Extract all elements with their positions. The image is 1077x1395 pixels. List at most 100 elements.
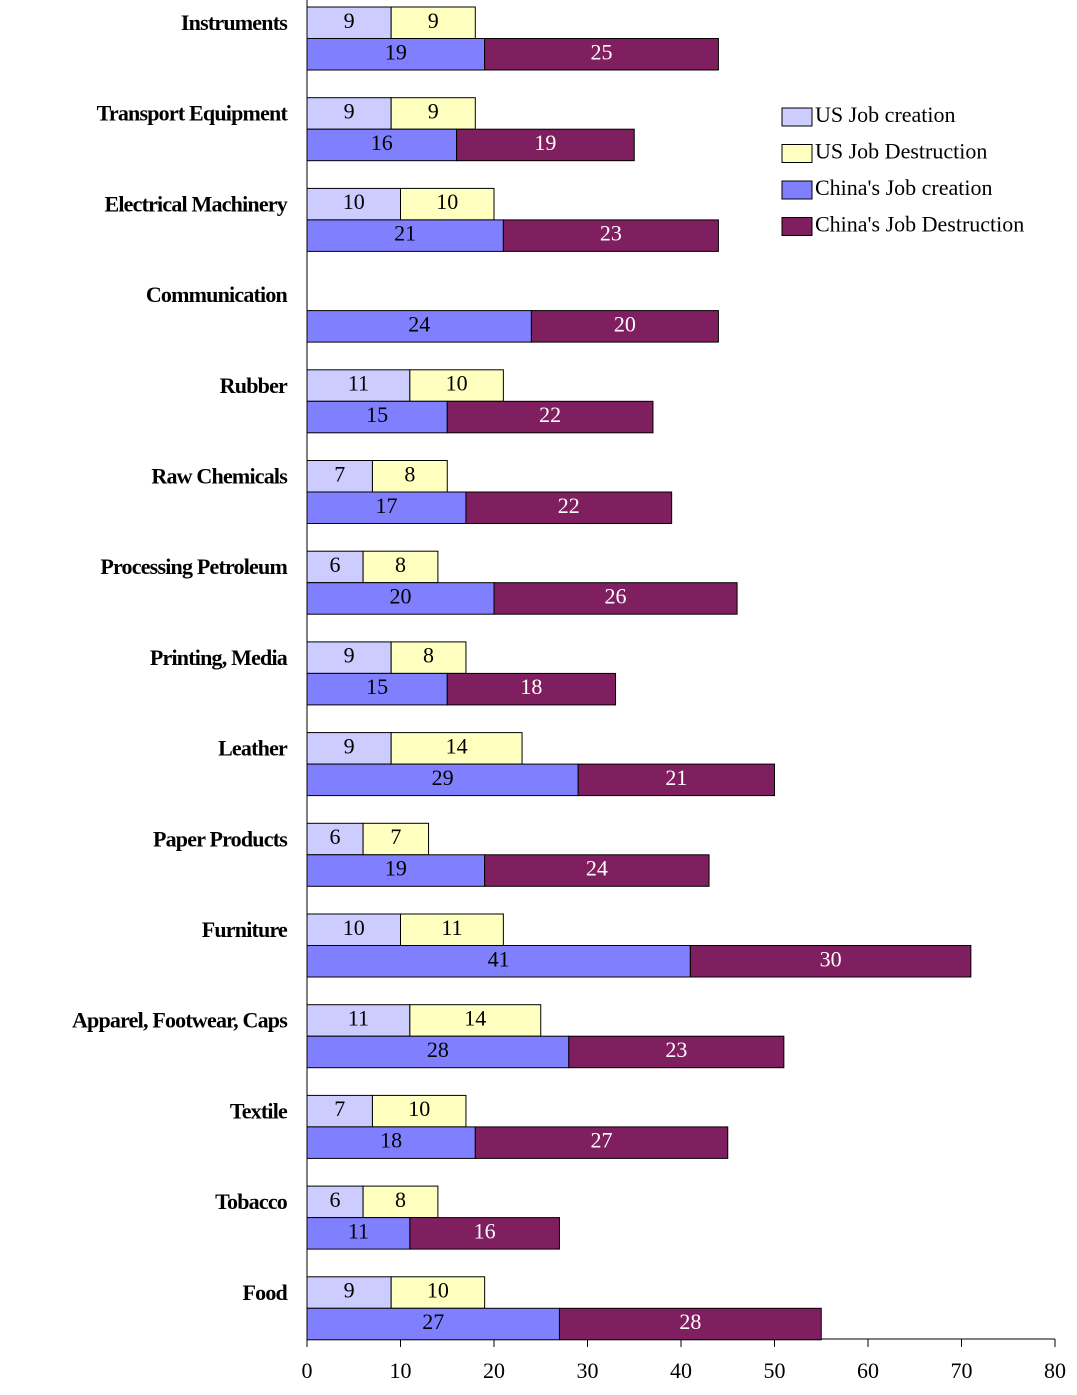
data-label: 27 <box>422 1309 444 1334</box>
data-label: 23 <box>600 221 622 246</box>
bar <box>306 310 532 343</box>
x-tick-label: 20 <box>483 1358 505 1383</box>
data-label: 22 <box>539 402 561 427</box>
data-label: 17 <box>375 493 397 518</box>
bar <box>306 1217 411 1250</box>
bar <box>371 1094 467 1128</box>
data-label: 6 <box>330 1187 341 1212</box>
bar <box>446 672 617 706</box>
bar <box>474 1126 729 1159</box>
data-label: 9 <box>344 8 355 33</box>
data-label: 9 <box>428 8 439 33</box>
bar <box>306 1094 373 1128</box>
category-label: Apparel, Footwear, Caps <box>72 1008 288 1033</box>
bar <box>306 128 458 162</box>
bar <box>306 400 448 434</box>
data-label: 10 <box>436 189 458 214</box>
data-label: 7 <box>390 824 401 849</box>
category-label: Tobacco <box>215 1189 288 1214</box>
x-tick-label: 60 <box>857 1358 879 1383</box>
x-tick-label: 70 <box>951 1358 973 1383</box>
bar <box>306 550 364 584</box>
x-tick-label: 80 <box>1044 1358 1066 1383</box>
bar <box>371 460 448 493</box>
data-label: 11 <box>348 1005 369 1030</box>
bar <box>306 854 486 887</box>
bar <box>577 763 776 797</box>
data-label: 14 <box>446 733 468 758</box>
data-label: 11 <box>441 915 462 940</box>
data-label: 11 <box>348 371 369 396</box>
category-label: Transport Equipment <box>97 101 289 126</box>
data-label: 8 <box>404 461 415 486</box>
data-label: 19 <box>385 856 407 881</box>
bar <box>456 128 635 162</box>
category-label: Communication <box>146 282 288 307</box>
data-label: 26 <box>605 583 627 608</box>
legend-label: US Job Destruction <box>815 139 987 164</box>
data-label: 8 <box>423 643 434 668</box>
category-label: Printing, Media <box>150 645 288 670</box>
data-label: 7 <box>334 461 345 486</box>
data-label: 9 <box>344 98 355 123</box>
data-label: 10 <box>408 1096 430 1121</box>
category-label: Raw Chemicals <box>151 464 288 489</box>
legend-swatch <box>781 180 813 200</box>
data-label: 10 <box>343 915 365 940</box>
bar <box>558 1307 822 1341</box>
bar <box>306 913 401 946</box>
bar <box>362 1185 439 1219</box>
data-label: 28 <box>427 1037 449 1062</box>
data-label: 16 <box>371 130 393 155</box>
data-label: 11 <box>348 1218 369 1243</box>
bar <box>306 763 579 797</box>
bar <box>306 1185 364 1219</box>
bar <box>689 945 972 978</box>
data-label: 30 <box>820 946 842 971</box>
data-label: 7 <box>334 1096 345 1121</box>
category-label: Food <box>243 1280 288 1305</box>
bar <box>493 582 738 615</box>
bar <box>306 369 411 402</box>
bar <box>502 219 719 252</box>
bar <box>306 641 392 674</box>
bar <box>390 641 467 674</box>
category-label: Furniture <box>202 917 288 942</box>
data-label: 10 <box>427 1278 449 1303</box>
bar <box>306 672 448 706</box>
category-label: Leather <box>218 736 288 761</box>
category-label: Processing Petroleum <box>100 554 287 579</box>
bar <box>568 1035 785 1069</box>
bar <box>400 187 495 221</box>
data-label: 10 <box>446 371 468 396</box>
bar <box>409 1217 560 1250</box>
legend-label: US Job creation <box>815 102 956 127</box>
data-label: 28 <box>679 1309 701 1334</box>
data-label: 18 <box>520 674 542 699</box>
bar <box>390 1276 486 1309</box>
bar <box>362 550 439 584</box>
data-label: 23 <box>665 1037 687 1062</box>
category-label: Textile <box>230 1098 288 1123</box>
bar <box>306 1276 392 1309</box>
bar <box>306 1307 560 1341</box>
data-label: 22 <box>558 493 580 518</box>
category-label: Rubber <box>220 373 288 398</box>
data-label: 14 <box>464 1005 486 1030</box>
data-label: 16 <box>474 1218 496 1243</box>
data-label: 18 <box>380 1128 402 1153</box>
data-label: 20 <box>614 311 636 336</box>
data-label: 20 <box>390 583 412 608</box>
x-tick-label: 0 <box>302 1358 313 1383</box>
legend-swatch <box>781 107 813 127</box>
data-label: 6 <box>330 552 341 577</box>
data-label: 15 <box>366 402 388 427</box>
bar <box>306 219 504 252</box>
category-label: Electrical Machinery <box>104 191 287 216</box>
category-label: Paper Products <box>153 826 288 851</box>
bar <box>409 1004 542 1037</box>
bar <box>465 491 673 524</box>
bar <box>530 310 719 343</box>
bar <box>306 460 373 493</box>
